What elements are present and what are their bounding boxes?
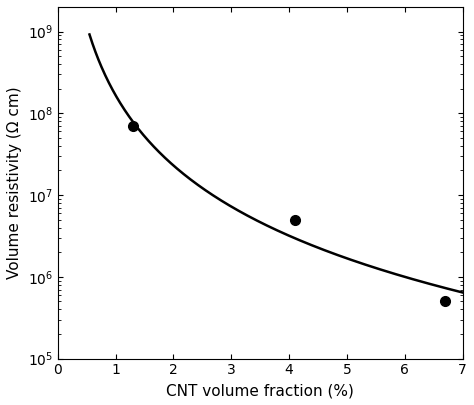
X-axis label: CNT volume fraction (%): CNT volume fraction (%) [166,383,354,398]
Y-axis label: Volume resistivity (Ω cm): Volume resistivity (Ω cm) [7,87,22,279]
